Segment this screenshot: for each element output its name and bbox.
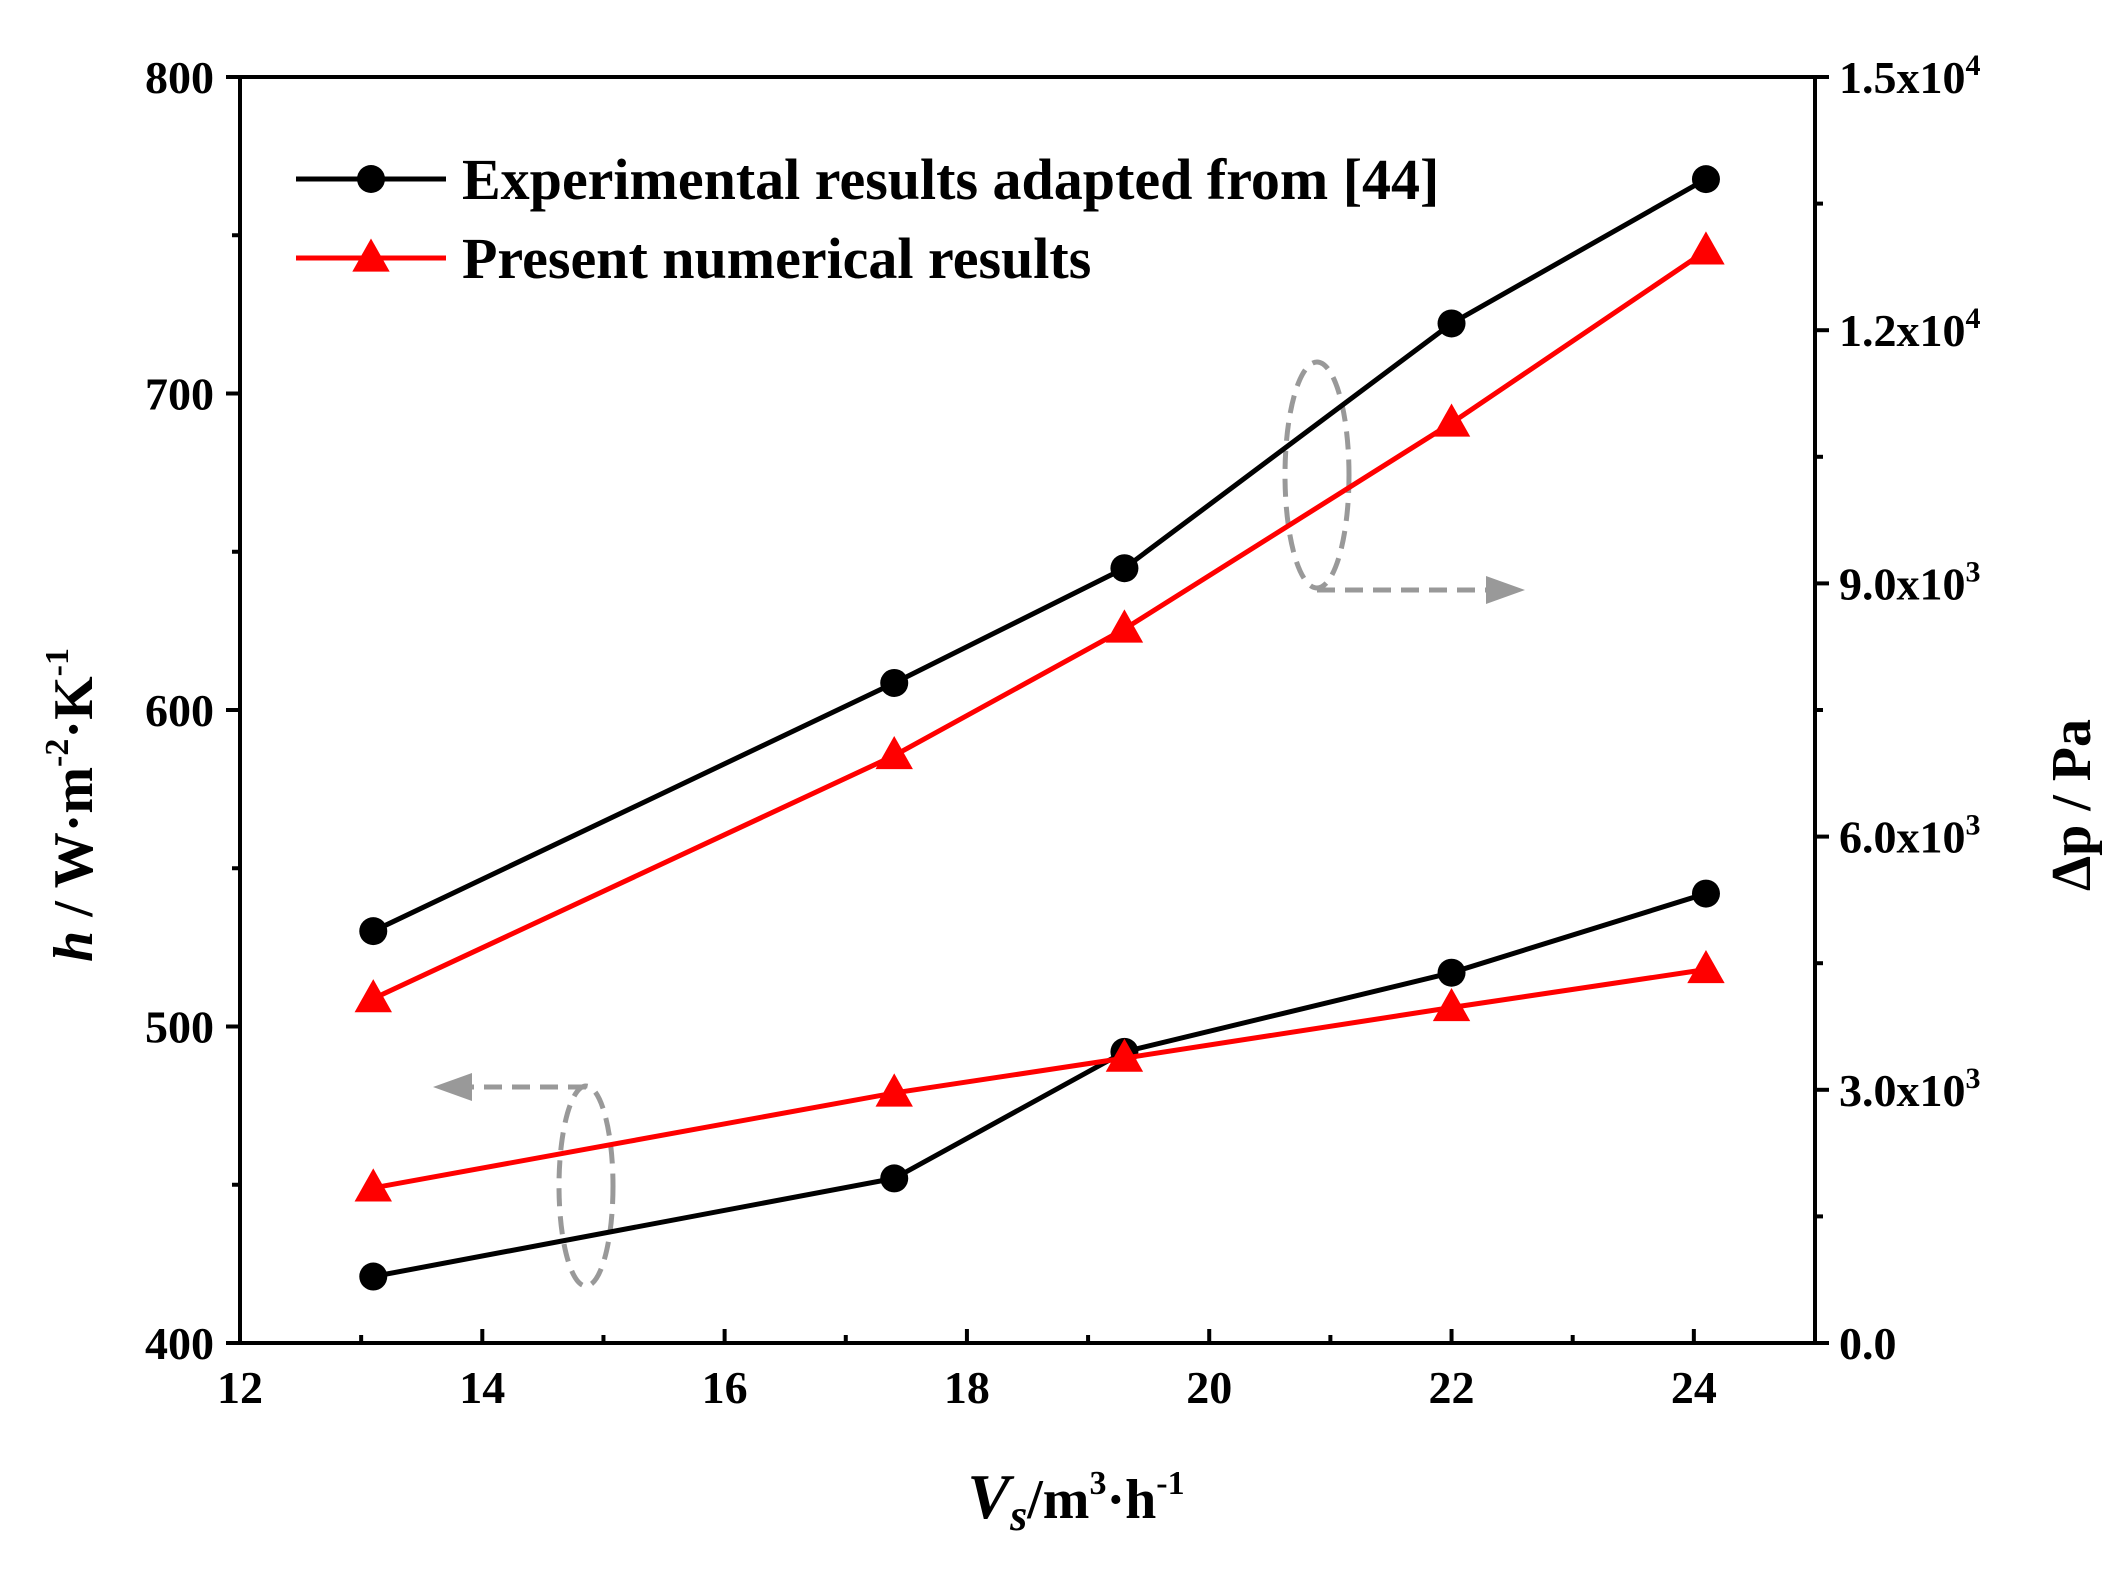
data-point bbox=[875, 1073, 913, 1107]
right-y-tick-label: 0.0 bbox=[1839, 1318, 1897, 1369]
x-axis-title: Vs/m3·h-1 bbox=[967, 1461, 1184, 1540]
legend: Experimental results adapted from [44] Pr… bbox=[296, 147, 1439, 291]
data-point bbox=[359, 917, 388, 946]
series-layer bbox=[354, 165, 1725, 1291]
left-y-tick-label: 600 bbox=[145, 685, 214, 736]
legend-marker bbox=[357, 165, 385, 193]
series-dp-experimental bbox=[359, 165, 1720, 946]
data-point bbox=[1437, 958, 1466, 987]
right-axis-ellipse bbox=[1282, 359, 1352, 591]
legend-marker bbox=[352, 238, 390, 272]
series-line bbox=[372, 176, 1708, 934]
left-y-tick-label: 400 bbox=[145, 1318, 214, 1369]
x-tick-label: 12 bbox=[217, 1362, 263, 1413]
ticks-layer: 12 14 16 18 20 22 24 400 500 600 700 800 0.0 3.0x103 6… bbox=[145, 49, 1981, 1413]
left-axis-ellipse bbox=[556, 1083, 616, 1289]
data-point bbox=[354, 979, 392, 1013]
data-point bbox=[1105, 609, 1144, 643]
data-point bbox=[880, 668, 909, 697]
left-y-tick-label: 700 bbox=[145, 369, 214, 420]
x-tick-label: 20 bbox=[1186, 1362, 1232, 1413]
right-y-tick-label: 6.0x103 bbox=[1839, 809, 1981, 863]
data-point bbox=[1687, 949, 1725, 984]
series-h-numerical bbox=[354, 949, 1725, 1202]
x-tick-label: 16 bbox=[702, 1362, 748, 1413]
data-point bbox=[1691, 165, 1720, 194]
legend-label: Experimental results adapted from [44] bbox=[462, 147, 1439, 212]
data-point bbox=[1432, 987, 1471, 1022]
x-tick-label: 18 bbox=[944, 1362, 990, 1413]
data-point bbox=[354, 1168, 392, 1202]
data-point bbox=[1432, 403, 1471, 437]
left-axis-arrow-head bbox=[433, 1073, 472, 1101]
x-tick-label: 14 bbox=[459, 1362, 505, 1413]
right-axis-title: Δp / Pa bbox=[2041, 719, 2103, 891]
data-point bbox=[1687, 231, 1725, 265]
series-dp-numerical bbox=[354, 231, 1725, 1013]
left-y-tick-label: 800 bbox=[145, 52, 214, 103]
data-point bbox=[1691, 879, 1720, 908]
right-y-tick-label: 1.5x104 bbox=[1839, 49, 1981, 103]
x-tick-label: 24 bbox=[1671, 1362, 1717, 1413]
series-line bbox=[372, 967, 1707, 1191]
legend-label: Present numerical results bbox=[462, 226, 1091, 291]
right-y-tick-label: 3.0x103 bbox=[1839, 1062, 1981, 1116]
data-point bbox=[875, 736, 913, 770]
right-y-tick-label: 1.2x104 bbox=[1839, 302, 1981, 356]
series-line bbox=[372, 248, 1708, 1001]
left-axis-title: h / W·m-2·K-1 bbox=[39, 648, 105, 962]
data-point bbox=[359, 1262, 388, 1291]
data-point bbox=[1437, 309, 1466, 338]
x-tick-label: 22 bbox=[1429, 1362, 1475, 1413]
data-point bbox=[1105, 1038, 1144, 1072]
data-point bbox=[880, 1164, 909, 1193]
left-y-tick-label: 500 bbox=[145, 1002, 214, 1053]
data-point bbox=[1110, 554, 1139, 583]
right-y-tick-label: 9.0x103 bbox=[1839, 555, 1981, 609]
right-axis-arrow-head bbox=[1486, 576, 1525, 604]
annotations bbox=[433, 359, 1525, 1289]
